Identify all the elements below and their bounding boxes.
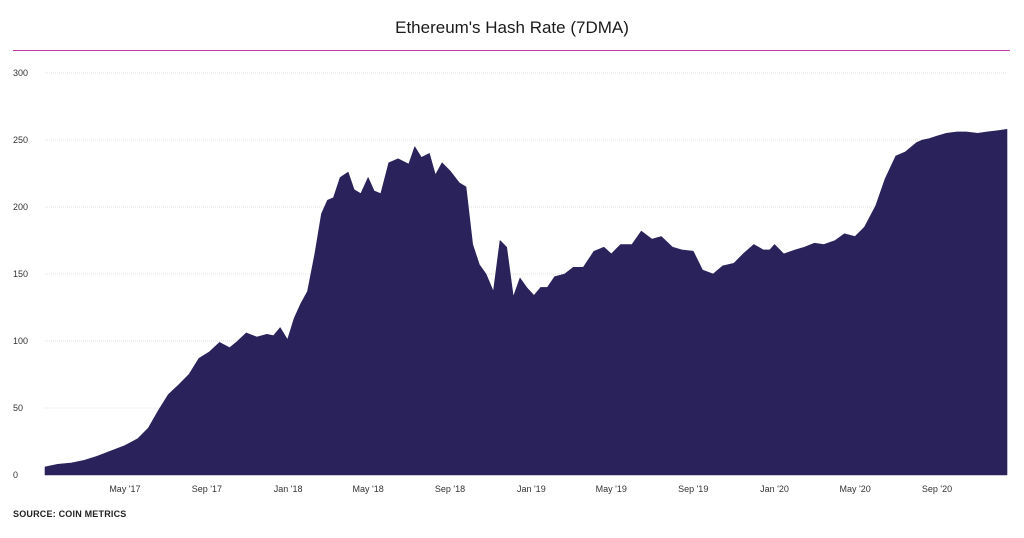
hash-rate-area	[44, 128, 1008, 476]
x-tick-label: Sep '19	[678, 484, 708, 494]
x-tick-label: Sep '17	[192, 484, 222, 494]
axis-labels: 0 50 100 150 200 250 300 May '17 Sep '17 Jan '18 M…	[13, 68, 952, 494]
x-tick-label: Jan '19	[517, 484, 546, 494]
y-tick-label: 0	[13, 470, 18, 480]
y-tick-label: 250	[13, 135, 28, 145]
y-tick-label: 50	[13, 403, 23, 413]
x-tick-label: Sep '20	[922, 484, 952, 494]
y-tick-label: 150	[13, 269, 28, 279]
x-tick-label: Jan '20	[760, 484, 789, 494]
x-tick-label: Sep '18	[435, 484, 465, 494]
y-tick-label: 100	[13, 336, 28, 346]
x-tick-label: May '20	[839, 484, 870, 494]
y-tick-label: 200	[13, 202, 28, 212]
source-note: SOURCE: COIN METRICS	[13, 509, 127, 519]
x-tick-label: May '19	[596, 484, 627, 494]
x-tick-label: May '18	[352, 484, 383, 494]
y-tick-label: 300	[13, 68, 28, 78]
x-tick-label: Jan '18	[274, 484, 303, 494]
title-underline	[13, 50, 1010, 51]
series-area	[44, 128, 1008, 476]
chart-title: Ethereum's Hash Rate (7DMA)	[395, 18, 629, 37]
x-tick-label: May '17	[109, 484, 140, 494]
